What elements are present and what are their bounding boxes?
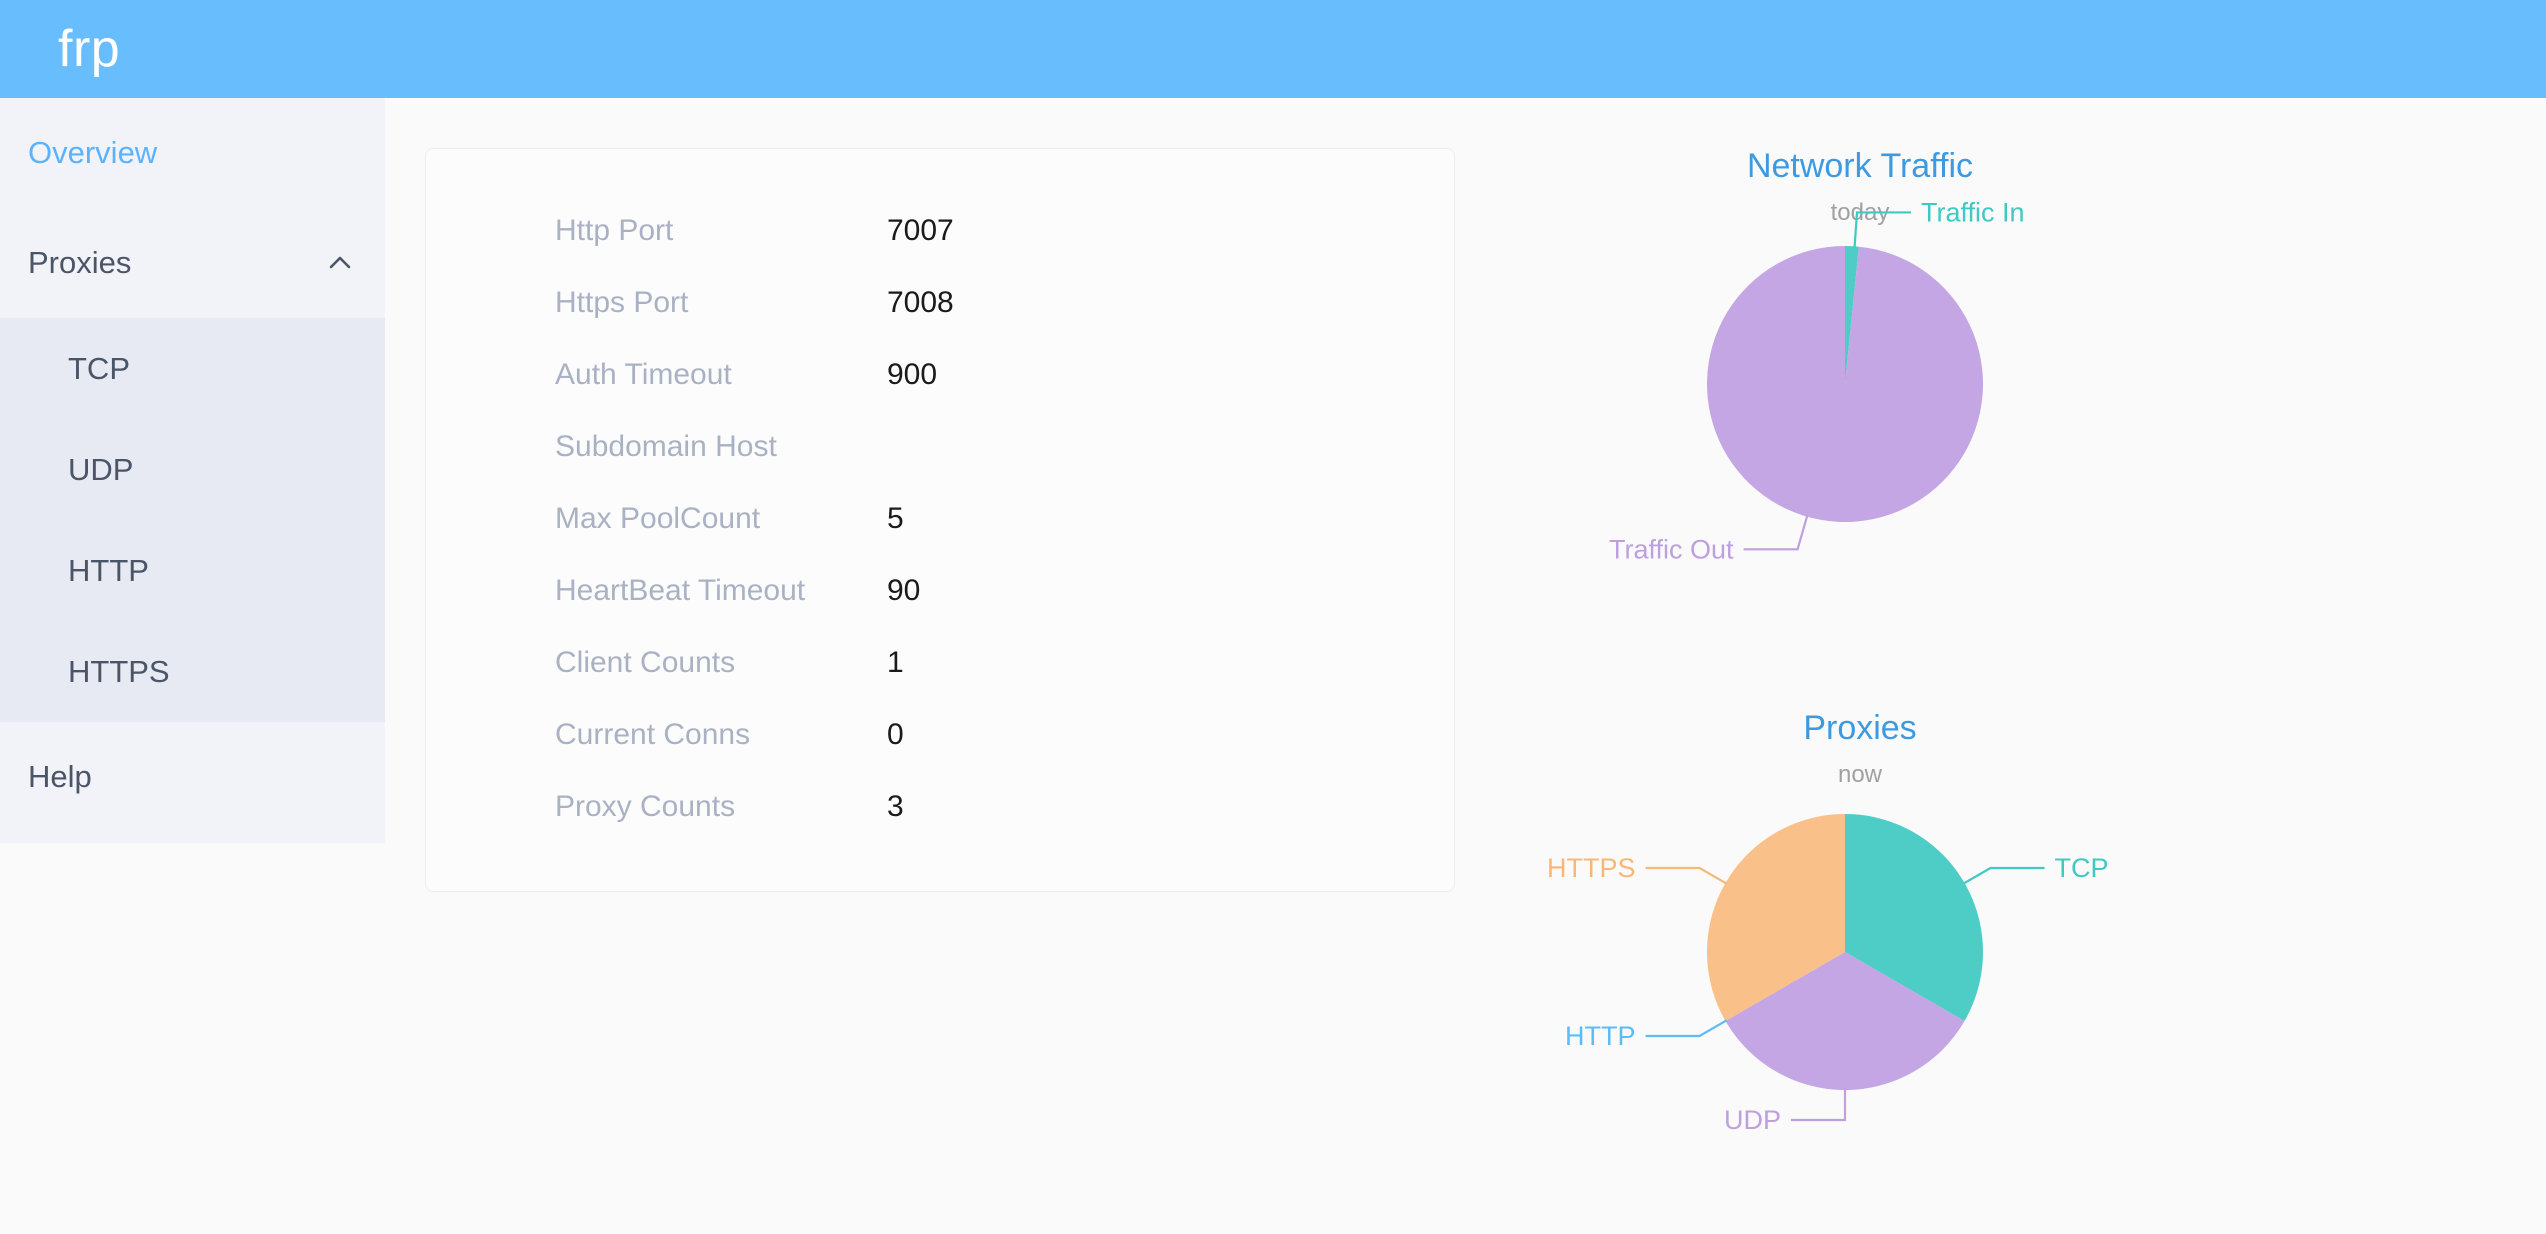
server-info-row: Https Port 7008 bbox=[426, 267, 1454, 339]
server-info-row: HeartBeat Timeout 90 bbox=[426, 555, 1454, 627]
sidebar-group-proxies-label: Proxies bbox=[28, 245, 132, 280]
server-info-row: Auth Timeout 900 bbox=[426, 339, 1454, 411]
server-info-row-value: 5 bbox=[887, 502, 904, 535]
server-info-row-value: 0 bbox=[887, 718, 904, 751]
sidebar-item-https[interactable]: HTTPS bbox=[0, 621, 385, 722]
network-traffic-chart: Network Traffic today Traffic In Traffic … bbox=[1575, 147, 2145, 607]
sidebar-item-help-label: Help bbox=[28, 759, 92, 794]
server-info-row-label: Https Port bbox=[555, 286, 689, 319]
sidebar-item-udp-label: UDP bbox=[68, 451, 134, 487]
proxies-pie[interactable]: TCP UDP HTTP HTTPS bbox=[1547, 789, 2145, 1209]
pie-slice-tcp[interactable] bbox=[1845, 814, 1983, 1022]
server-info-row: Client Counts 1 bbox=[426, 627, 1454, 699]
pie-label-traffic-out: Traffic Out bbox=[1609, 535, 1734, 565]
server-info-row: Current Conns 0 bbox=[426, 699, 1454, 771]
server-info-row-value: 1 bbox=[887, 646, 904, 679]
server-info-row-value: 90 bbox=[887, 574, 921, 607]
pie-slice-https[interactable] bbox=[1707, 814, 1845, 1022]
pie-leader-line bbox=[1645, 1019, 1728, 1038]
sidebar-item-http-label: HTTP bbox=[68, 552, 149, 588]
server-info-row: Proxy Counts 3 bbox=[426, 771, 1454, 843]
server-info-row-value: 7007 bbox=[887, 214, 954, 247]
sidebar-item-https-label: HTTPS bbox=[68, 653, 170, 689]
server-info-row-value: 7008 bbox=[887, 286, 954, 319]
server-info-row-label: HeartBeat Timeout bbox=[555, 574, 806, 607]
pie-leader-line bbox=[1962, 867, 2045, 886]
pie-slice-udp[interactable] bbox=[1725, 952, 1965, 1091]
server-info-row: Http Port 7007 bbox=[426, 195, 1454, 267]
proxies-chart: Proxies now TCP UDP HTTP HTTPS bbox=[1547, 709, 2145, 1209]
pie-slice-traffic-in[interactable] bbox=[1845, 246, 1859, 385]
server-info-row-label: Proxy Counts bbox=[555, 790, 736, 823]
server-info-row-label: Subdomain Host bbox=[555, 430, 777, 463]
app-header: frp bbox=[0, 0, 2546, 98]
proxies-chart-title: Proxies bbox=[1803, 709, 1917, 747]
server-info-row-label: Client Counts bbox=[555, 646, 736, 679]
network-traffic-title: Network Traffic bbox=[1746, 147, 1974, 185]
server-info-row-label: Max PoolCount bbox=[555, 502, 761, 535]
server-info-row-label: Current Conns bbox=[555, 718, 751, 751]
chevron-up-icon bbox=[325, 248, 355, 278]
app-brand-logo: frp bbox=[58, 20, 121, 78]
sidebar-submenu-proxies: TCP UDP HTTP HTTPS bbox=[0, 318, 385, 722]
pie-label-https: HTTPS bbox=[1547, 853, 1636, 883]
server-info-row-label: Http Port bbox=[555, 214, 674, 247]
sidebar-item-http[interactable]: HTTP bbox=[0, 520, 385, 621]
server-info-rows: Http Port 7007 Https Port 7008 Auth Timeout 9… bbox=[426, 149, 1454, 843]
pie-slice-traffic-out[interactable] bbox=[1707, 246, 1983, 523]
proxies-chart-subtitle: now bbox=[1837, 761, 1883, 789]
pie-label-traffic-in: Traffic In bbox=[1921, 198, 2025, 228]
pie-label-udp: UDP bbox=[1724, 1105, 1781, 1135]
sidebar-item-overview-label: Overview bbox=[28, 135, 158, 170]
sidebar-group-proxies[interactable]: Proxies bbox=[0, 208, 385, 318]
server-info-row-value: 3 bbox=[887, 790, 904, 823]
sidebar-item-help[interactable]: Help bbox=[0, 722, 385, 832]
pie-label-tcp: TCP bbox=[2054, 853, 2108, 883]
server-info-row: Max PoolCount 5 bbox=[426, 483, 1454, 555]
pie-leader-line bbox=[1791, 1089, 1847, 1122]
pie-leader-line bbox=[1645, 867, 1728, 886]
server-info-row-label: Auth Timeout bbox=[555, 358, 732, 391]
server-info-row: Subdomain Host bbox=[426, 411, 1454, 483]
pie-label-http: HTTP bbox=[1565, 1021, 1636, 1051]
network-traffic-pie[interactable]: Traffic In Traffic Out bbox=[1575, 198, 2145, 607]
sidebar-item-udp[interactable]: UDP bbox=[0, 419, 385, 520]
server-info-card: Http Port 7007 Https Port 7008 Auth Timeout 9… bbox=[425, 148, 1455, 892]
pie-leader-line bbox=[1853, 211, 1911, 249]
server-info-row-value: 900 bbox=[887, 358, 938, 391]
sidebar-nav: Overview Proxies TCP UDP HTTP HTTPS bbox=[0, 98, 385, 843]
pie-leader-line bbox=[1743, 515, 1809, 551]
sidebar-item-tcp-label: TCP bbox=[68, 350, 130, 386]
sidebar-item-overview[interactable]: Overview bbox=[0, 98, 385, 208]
sidebar-item-tcp[interactable]: TCP bbox=[0, 318, 385, 419]
